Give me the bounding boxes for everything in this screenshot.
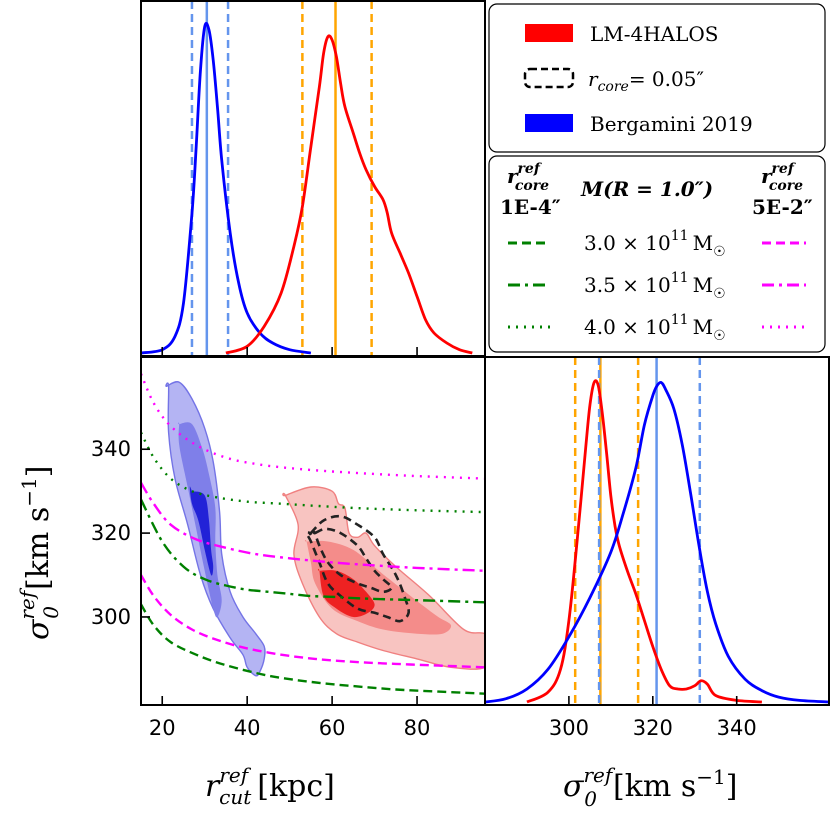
xlabel-sigma-exp: −1	[696, 765, 725, 789]
legend-bergamini-swatch	[525, 114, 573, 132]
legend-bergamini-label: Bergamini 2019	[590, 112, 753, 136]
bl-ytick-label-1: 320	[91, 521, 131, 545]
legend-row-unit-0: M	[693, 231, 713, 255]
br-xtick-label-0: 300	[549, 716, 589, 740]
xlabel-sigma-s: σ	[563, 769, 585, 804]
panel-sigma-posterior: 300 320 340	[484, 356, 830, 740]
bl-xtick-label-2: 60	[319, 716, 346, 740]
sigma-vlines	[573, 357, 702, 705]
bl-ytick-label-2: 340	[91, 437, 131, 461]
xlabel-rcut-unit: [kpc]	[257, 769, 335, 804]
ylabel-sigma-sup: ref	[15, 587, 39, 619]
ylabel-sigma: σref0 [km s−1]	[15, 466, 63, 641]
legend-left-value: 1E-4″	[500, 195, 561, 219]
ylabel-sigma-exp: −1	[17, 477, 41, 506]
legend-right-header: rref core	[761, 161, 803, 194]
legend-right-r: r	[761, 164, 773, 188]
legend-right-sup: ref	[772, 161, 797, 177]
rcut-posterior-0	[141, 21, 312, 355]
legend-row-mass-0: 3.0 × 1011 M☉	[584, 228, 726, 260]
xlabel-rcut-sub: cut	[219, 785, 252, 809]
rcut-posterior-curves	[141, 21, 473, 355]
bl-xtick-label-3: 80	[404, 716, 431, 740]
rcut-posterior-1	[225, 34, 473, 355]
legend-row-coef-0: 3.0	[584, 231, 622, 255]
bl-ytick-label-0: 300	[91, 605, 131, 629]
rcore-dashed-contour-inner	[312, 527, 393, 594]
xlabel-sigma-sub: 0	[584, 787, 597, 811]
legend-left-sub: core	[515, 178, 549, 194]
sigma-posterior-1	[485, 381, 829, 704]
legend-row-times-1: × 10	[622, 273, 671, 297]
xlabel-rcut-sup: ref	[219, 763, 251, 787]
legend-row-unit-2: M	[693, 315, 713, 339]
legend-mass-frame	[488, 155, 826, 353]
legend-row-sun-2: ☉	[713, 328, 726, 344]
legend-center-header: M(R = 1.0″)	[580, 177, 713, 201]
legend-row-exp-1: 11	[671, 270, 689, 286]
xlabel-sigma-end: ]	[726, 769, 738, 804]
rcut-vlines	[190, 1, 373, 356]
red-contour-inner	[317, 568, 375, 618]
mass-curve-magenta-dashdot	[141, 482, 485, 572]
ylabel-sigma-end: ]	[21, 466, 56, 478]
legend-left-r: r	[507, 164, 519, 188]
legend-left-header: rref core	[507, 161, 549, 194]
sigma-posterior-0	[526, 379, 762, 704]
xlabel-sigma-unit: [km s	[613, 769, 696, 804]
xlabel-rcut-r: r	[205, 769, 221, 804]
bottom-right-ticks: 300 320 340	[549, 696, 757, 740]
panel-joint-contours: 20 40 60 80 300 320 340	[91, 356, 486, 740]
legend-row-coef-2: 4.0	[584, 315, 622, 339]
sigma-posterior-curves	[485, 379, 829, 704]
legend-right-sub: core	[769, 178, 803, 194]
legend-row-exp-0: 11	[671, 228, 689, 244]
legend-row-mass-2: 4.0 × 1011 M☉	[584, 312, 726, 344]
ylabel-sigma-s: σ	[21, 618, 56, 640]
joint-contours	[165, 381, 485, 677]
mass-curve-green-dashdot	[141, 499, 485, 604]
legend-rcore-r: r	[588, 67, 599, 91]
br-xtick-label-1: 320	[633, 716, 673, 740]
legend-row-sun-1: ☉	[713, 286, 726, 302]
legend-right-value: 5E-2″	[752, 195, 813, 219]
legend-row-sun-0: ☉	[713, 244, 726, 260]
legend-mass-curves: rref core 1E-4″ M(R = 1.0″) rref core 5E-2…	[488, 155, 826, 353]
br-xtick-label-2: 340	[717, 716, 757, 740]
top-left-ticks	[161, 347, 418, 356]
rcore-dashed-contour-outer	[305, 514, 410, 623]
legend-row-exp-2: 11	[671, 312, 689, 328]
panel-rcut-posterior	[140, 0, 486, 357]
xlabel-sigma: σref 0 [km s−1]	[563, 763, 738, 811]
legend-rcore-label: rcore= 0.05″	[588, 67, 704, 95]
bl-xtick-label-0: 20	[149, 716, 176, 740]
legend-lm4halos-label: LM-4HALOS	[590, 22, 719, 46]
mass-curve-green-dotted	[141, 431, 485, 514]
bl-xtick-label-1: 40	[234, 716, 261, 740]
xlabel-sigma-sup: ref	[583, 763, 615, 787]
legend-datasets: LM-4HALOS rcore= 0.05″ Bergamini 2019	[488, 3, 826, 153]
legend-row-unit-1: M	[693, 273, 713, 297]
mass-curves	[141, 373, 485, 695]
legend-rcore-sub: core	[598, 79, 629, 95]
legend-rcore-eq: = 0.05″	[629, 67, 704, 91]
legend-row-times-0: × 10	[622, 231, 671, 255]
legend-row-mass-1: 3.5 × 1011 M☉	[584, 270, 726, 302]
legend-row-coef-1: 3.5	[584, 273, 622, 297]
mass-curve-magenta-dashed	[141, 574, 485, 669]
xlabel-rcut: rref cut [kpc]	[205, 763, 335, 809]
legend-row-times-2: × 10	[622, 315, 671, 339]
ylabel-sigma-unit: [km s	[21, 507, 56, 590]
panel-frame-bottom-right	[484, 356, 830, 706]
legend-lm4halos-swatch	[525, 24, 573, 42]
legend-mass-rows: 3.0 × 1011 M☉3.5 × 1011 M☉4.0 × 1011 M☉	[508, 228, 806, 344]
legend-rcore-swatch	[523, 67, 575, 89]
legend-left-sup: ref	[518, 161, 543, 177]
bottom-left-ticks: 20 40 60 80 300 320 340	[91, 437, 431, 740]
blue-contour-inner	[189, 486, 214, 576]
ylabel-sigma-sub: 0	[39, 606, 63, 619]
